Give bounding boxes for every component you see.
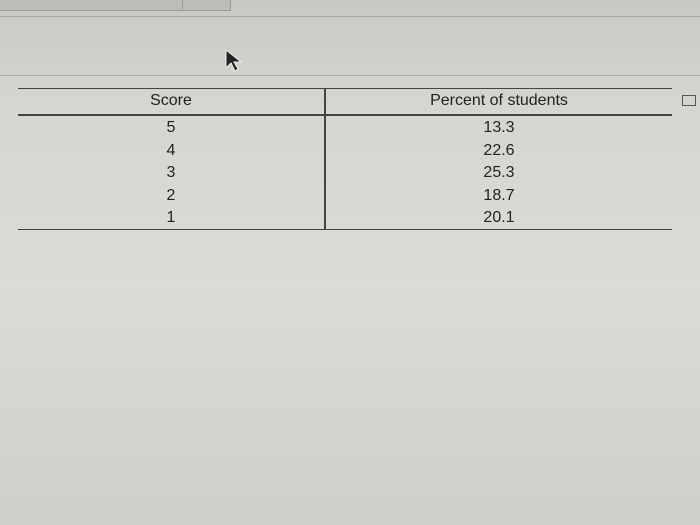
copy-icon[interactable]	[682, 95, 696, 106]
separator	[0, 16, 700, 17]
column-header: Score	[150, 92, 192, 109]
header-rule	[18, 114, 672, 116]
table-cell: 13.3	[483, 119, 515, 136]
table-cell: 18.7	[483, 186, 515, 204]
data-table: Score Percent of students 5 13.3 4 22.6 3 25.3 2…	[18, 88, 672, 230]
table-cell: 20.1	[483, 209, 515, 226]
tab[interactable]	[182, 0, 229, 9]
table-cell: 5	[166, 119, 176, 136]
table-cell: 3	[166, 164, 176, 181]
table-cell: 1	[166, 209, 176, 226]
table-cell: 25.3	[483, 164, 515, 181]
tab-bar	[0, 0, 231, 11]
table-cell: 4	[166, 141, 176, 159]
separator	[0, 75, 700, 76]
table-cell: 2	[166, 186, 176, 204]
column-header: Percent of students	[430, 92, 568, 109]
table-cell: 22.6	[483, 141, 515, 159]
column-divider	[324, 89, 326, 229]
mouse-cursor	[225, 48, 243, 72]
